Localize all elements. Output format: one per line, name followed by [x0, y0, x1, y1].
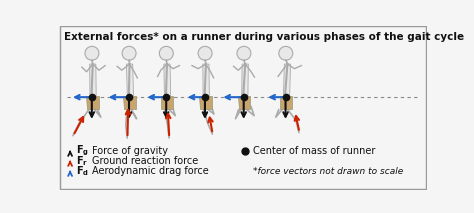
- Polygon shape: [86, 96, 99, 109]
- Circle shape: [159, 46, 173, 60]
- Text: Force of gravity: Force of gravity: [92, 146, 168, 156]
- Polygon shape: [238, 96, 250, 109]
- Circle shape: [122, 46, 136, 60]
- Text: $\mathbf{F_r}$: $\mathbf{F_r}$: [76, 154, 89, 168]
- Polygon shape: [199, 96, 212, 109]
- Polygon shape: [90, 64, 96, 96]
- Text: Center of mass of runner: Center of mass of runner: [253, 146, 375, 156]
- Polygon shape: [161, 96, 173, 109]
- Text: *force vectors not drawn to scale: *force vectors not drawn to scale: [253, 167, 403, 176]
- Polygon shape: [164, 64, 171, 96]
- Polygon shape: [123, 96, 136, 109]
- Polygon shape: [283, 64, 291, 96]
- Polygon shape: [203, 64, 210, 96]
- Text: $\mathbf{F_g}$: $\mathbf{F_g}$: [76, 144, 89, 158]
- Circle shape: [279, 46, 293, 60]
- Polygon shape: [242, 64, 248, 96]
- FancyBboxPatch shape: [60, 26, 426, 189]
- Polygon shape: [127, 64, 134, 96]
- Text: External forces* on a runner during various phases of the gait cycle: External forces* on a runner during vari…: [64, 32, 464, 42]
- Text: $\mathbf{F_d}$: $\mathbf{F_d}$: [76, 164, 89, 178]
- Circle shape: [237, 46, 251, 60]
- Text: Ground reaction force: Ground reaction force: [92, 156, 198, 166]
- Circle shape: [198, 46, 212, 60]
- Polygon shape: [280, 96, 292, 109]
- Circle shape: [85, 46, 99, 60]
- Text: Aerodynamic drag force: Aerodynamic drag force: [92, 166, 209, 176]
